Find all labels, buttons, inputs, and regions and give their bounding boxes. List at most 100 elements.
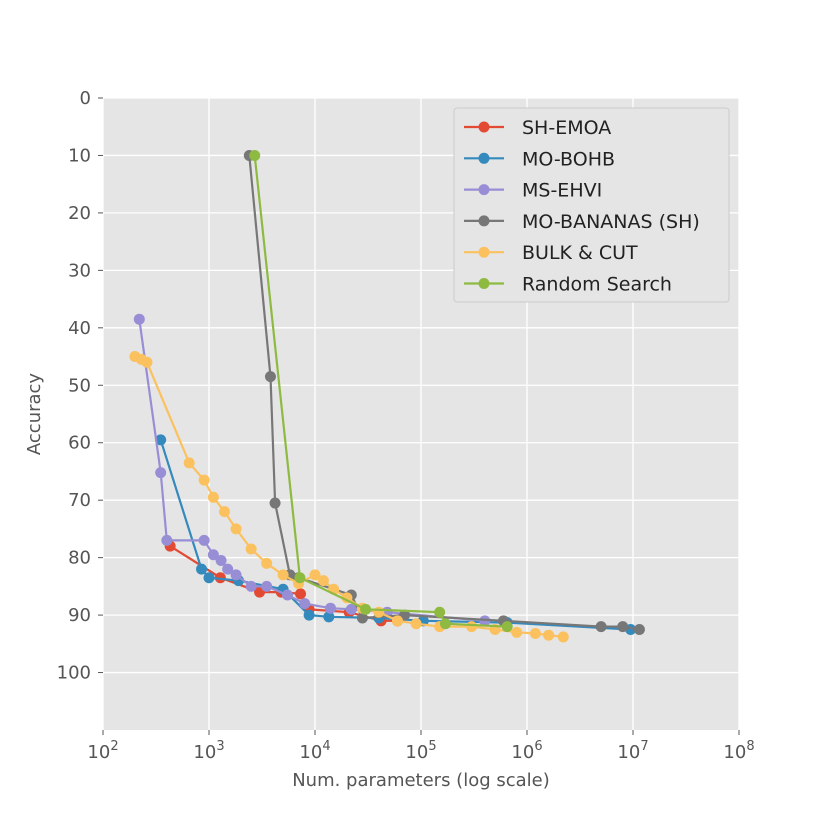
legend-label: MS-EHVI bbox=[522, 180, 602, 202]
x-tick-base: 10 bbox=[405, 742, 428, 763]
legend: SH-EMOA MO-BOHB MS-EHVI MO-BANANAS (SH) BULK… bbox=[453, 107, 730, 303]
y-tick-label: 30 bbox=[68, 260, 91, 281]
series-line bbox=[138, 319, 485, 622]
data-point bbox=[198, 474, 210, 486]
legend-label: MO-BANANAS (SH) bbox=[522, 211, 700, 233]
legend-label: BULK & CUT bbox=[522, 242, 638, 264]
data-point bbox=[373, 606, 385, 618]
data-point bbox=[222, 563, 234, 575]
data-point bbox=[303, 609, 315, 621]
data-point bbox=[317, 575, 329, 587]
data-point bbox=[410, 618, 422, 630]
y-tick-label: 40 bbox=[68, 318, 91, 339]
series-layer bbox=[129, 149, 645, 643]
legend-label: MO-BOHB bbox=[522, 148, 615, 170]
legend-marker bbox=[478, 152, 490, 164]
data-point bbox=[155, 434, 167, 446]
x-tick-exponent: 7 bbox=[640, 739, 648, 754]
y-tick-label: 90 bbox=[68, 605, 91, 626]
data-point bbox=[249, 149, 261, 161]
data-point bbox=[245, 543, 257, 555]
data-point bbox=[230, 523, 242, 535]
x-tick-base: 10 bbox=[87, 742, 110, 763]
x-tick-base: 10 bbox=[193, 742, 216, 763]
data-point bbox=[207, 549, 219, 561]
data-point bbox=[434, 606, 446, 618]
data-point bbox=[633, 623, 645, 635]
legend-marker bbox=[478, 246, 490, 258]
data-point bbox=[281, 589, 293, 601]
data-point bbox=[295, 588, 307, 600]
series-random-search bbox=[249, 149, 513, 633]
data-point bbox=[264, 371, 276, 383]
x-tick-exponent: 4 bbox=[322, 739, 330, 754]
data-point bbox=[294, 572, 306, 584]
data-point bbox=[133, 313, 145, 325]
data-point bbox=[141, 356, 153, 368]
y-axis-label: Accuracy bbox=[24, 373, 45, 456]
y-tick-label: 100 bbox=[57, 663, 91, 684]
x-tick-exponent: 6 bbox=[534, 739, 542, 754]
legend-label: SH-EMOA bbox=[522, 117, 611, 139]
x-tick-exponent: 2 bbox=[110, 739, 118, 754]
data-point bbox=[245, 580, 257, 592]
data-point bbox=[479, 615, 491, 627]
data-point bbox=[511, 626, 523, 638]
x-tick-exponent: 5 bbox=[428, 739, 436, 754]
x-tick-exponent: 8 bbox=[746, 739, 754, 754]
y-tick-label: 10 bbox=[68, 145, 91, 166]
y-tick-label: 50 bbox=[68, 375, 91, 396]
x-tick-exponent: 3 bbox=[216, 739, 224, 754]
x-tick-base: 10 bbox=[723, 742, 746, 763]
data-point bbox=[543, 629, 555, 641]
legend-marker bbox=[478, 184, 490, 196]
y-tick-label: 60 bbox=[68, 433, 91, 454]
data-point bbox=[218, 506, 230, 518]
x-tick-label: 103 bbox=[193, 739, 224, 763]
x-axis-label: Num. parameters (log scale) bbox=[292, 770, 550, 791]
data-point bbox=[198, 534, 210, 546]
x-tick-label: 107 bbox=[617, 739, 648, 763]
series-ms-ehvi bbox=[133, 313, 491, 627]
data-point bbox=[439, 618, 451, 630]
data-point bbox=[261, 557, 273, 569]
y-tick-label: 70 bbox=[68, 490, 91, 511]
y-axis: 0 10 20 30 40 50 60 70 80 90 100 bbox=[57, 88, 103, 684]
data-point bbox=[207, 491, 219, 503]
legend-marker bbox=[478, 121, 490, 133]
x-tick-label: 108 bbox=[723, 739, 754, 763]
data-point bbox=[230, 569, 242, 581]
x-tick-base: 10 bbox=[299, 742, 322, 763]
y-tick-label: 20 bbox=[68, 203, 91, 224]
y-tick-label: 0 bbox=[80, 88, 91, 109]
x-axis: 102 103 104 105 106 107 108 bbox=[87, 730, 755, 763]
series-line bbox=[253, 155, 508, 628]
data-point bbox=[356, 612, 368, 624]
y-tick-label: 80 bbox=[68, 548, 91, 569]
data-point bbox=[299, 598, 311, 610]
data-point bbox=[261, 580, 273, 592]
data-point bbox=[324, 602, 336, 614]
data-point bbox=[323, 611, 335, 623]
data-point bbox=[595, 621, 607, 633]
x-tick-base: 10 bbox=[511, 742, 534, 763]
data-point bbox=[617, 621, 629, 633]
legend-box bbox=[453, 107, 730, 303]
legend-marker bbox=[478, 278, 490, 289]
data-point bbox=[215, 555, 227, 567]
data-point bbox=[196, 563, 208, 575]
x-tick-label: 105 bbox=[405, 739, 436, 763]
x-tick-label: 102 bbox=[87, 739, 118, 763]
data-point bbox=[345, 603, 357, 615]
data-point bbox=[269, 497, 281, 509]
data-point bbox=[155, 467, 167, 479]
x-tick-base: 10 bbox=[617, 742, 640, 763]
data-point bbox=[161, 534, 173, 546]
data-point bbox=[466, 621, 478, 633]
data-point bbox=[391, 615, 403, 627]
data-point bbox=[203, 572, 215, 584]
x-tick-label: 104 bbox=[299, 739, 330, 763]
x-tick-label: 106 bbox=[511, 739, 542, 763]
data-point bbox=[309, 569, 321, 581]
